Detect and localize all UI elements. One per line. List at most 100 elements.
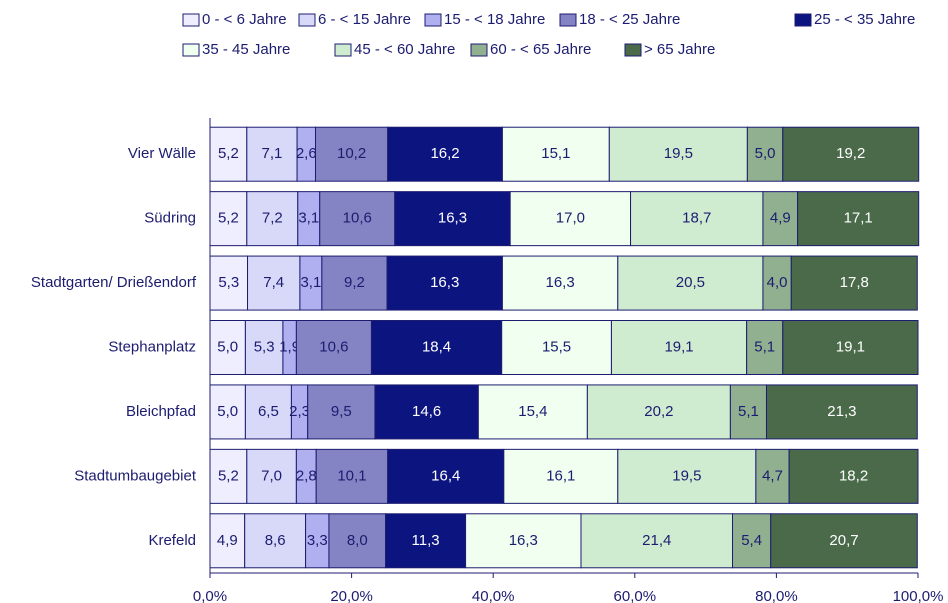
x-tick-label: 40,0% [472, 588, 515, 603]
value-label: 10,1 [337, 467, 366, 484]
bar-segment [209, 255, 249, 311]
value-label: 19,1 [664, 338, 693, 355]
legend-swatch [424, 13, 442, 27]
value-label: 3,1 [300, 274, 321, 291]
value-label: 17,1 [844, 210, 873, 227]
bar-segment [617, 255, 764, 311]
bar-segment [247, 255, 301, 311]
bar-segment [765, 384, 918, 440]
bar-segment [370, 320, 503, 375]
value-label: 16,3 [546, 274, 575, 291]
bar-segment [387, 448, 505, 504]
value-label: 5,2 [218, 210, 239, 227]
bar-segment [586, 384, 731, 440]
value-label: 19,1 [836, 338, 865, 355]
legend-swatch [298, 13, 316, 27]
value-label: 4,0 [767, 274, 788, 291]
value-label: 8,6 [265, 532, 286, 549]
value-label: 17,0 [556, 210, 585, 227]
bar-segment [246, 448, 297, 504]
bar-segment [244, 384, 292, 440]
value-label: 20,2 [644, 403, 673, 420]
bar-segment [617, 448, 757, 504]
bar-segment [790, 255, 918, 311]
value-label: 1,9 [279, 338, 300, 355]
bar-segment [465, 513, 582, 569]
value-label: 10,2 [337, 145, 366, 162]
legend-label: 6 - < 15 Jahre [318, 11, 411, 28]
value-label: 2,3 [289, 403, 310, 420]
bar-segment [209, 384, 246, 440]
legend-swatch [624, 43, 642, 57]
value-label: 15,1 [541, 145, 570, 162]
value-label: 7,4 [263, 274, 284, 291]
legend-label: 45 - < 60 Jahre [354, 41, 455, 58]
bar-segment [246, 191, 299, 247]
value-label: 8,0 [347, 532, 368, 549]
value-label: 18,7 [682, 210, 711, 227]
legend-swatch [794, 13, 812, 27]
value-label: 7,0 [261, 467, 282, 484]
value-label: 17,8 [840, 274, 869, 291]
value-label: 21,3 [827, 403, 856, 420]
bar-segment [307, 384, 376, 440]
value-label: 5,1 [738, 403, 759, 420]
value-label: 3,3 [307, 532, 328, 549]
bar-segment [209, 513, 246, 569]
value-label: 6,5 [258, 403, 279, 420]
x-tick-label: 20,0% [330, 588, 373, 603]
x-tick-label: 80,0% [755, 588, 798, 603]
y-tick-label: Stadtgarten/ Drießendorf [31, 274, 197, 291]
bar-segment [385, 513, 467, 569]
bar-segment [630, 191, 764, 247]
x-tick-label: 60,0% [614, 588, 657, 603]
bar-segment [295, 320, 372, 375]
bar-segment [501, 126, 610, 182]
bar-segment [729, 384, 767, 440]
y-tick-label: Stephanplatz [108, 338, 196, 355]
legend-swatch [334, 43, 352, 57]
value-label: 18,4 [422, 338, 451, 355]
value-label: 21,4 [642, 532, 671, 549]
value-label: 9,5 [331, 403, 352, 420]
bar-segment [477, 384, 588, 440]
value-label: 16,4 [431, 467, 460, 484]
value-label: 5,0 [755, 145, 776, 162]
legend-swatch [182, 43, 200, 57]
value-label: 19,5 [672, 467, 701, 484]
value-label: 7,2 [262, 210, 283, 227]
value-label: 2,6 [296, 145, 317, 162]
value-label: 11,3 [412, 532, 440, 549]
legend-swatch [470, 43, 488, 57]
legend-label: 25 - < 35 Jahre [814, 11, 915, 28]
value-label: 15,4 [518, 403, 547, 420]
value-label: 16,2 [430, 145, 459, 162]
bar-segment [782, 320, 919, 375]
y-tick-label: Bleichpfad [126, 403, 196, 420]
value-label: 20,5 [676, 274, 705, 291]
value-label: 9,2 [344, 274, 365, 291]
value-label: 3,1 [298, 210, 319, 227]
value-label: 14,6 [412, 403, 441, 420]
bar-segment [788, 448, 919, 504]
value-label: 16,3 [438, 210, 467, 227]
bar-segment [374, 384, 479, 440]
bar-segment [503, 448, 619, 504]
bar-segment [509, 191, 632, 247]
value-label: 16,1 [546, 467, 575, 484]
bar-segment [246, 126, 298, 182]
y-tick-label: Südring [144, 210, 196, 227]
value-label: 7,1 [262, 145, 283, 162]
bar-segment [244, 513, 307, 569]
bar-segment [321, 255, 388, 311]
y-tick-label: Vier Wälle [128, 145, 196, 162]
value-label: 18,2 [839, 467, 868, 484]
bar-segment [387, 126, 503, 182]
bar-segment [580, 513, 734, 569]
bar-segment [394, 191, 511, 247]
value-label: 16,3 [430, 274, 459, 291]
value-label: 5,3 [218, 274, 239, 291]
bar-segment [797, 191, 920, 247]
legend-label: > 65 Jahre [644, 41, 715, 58]
